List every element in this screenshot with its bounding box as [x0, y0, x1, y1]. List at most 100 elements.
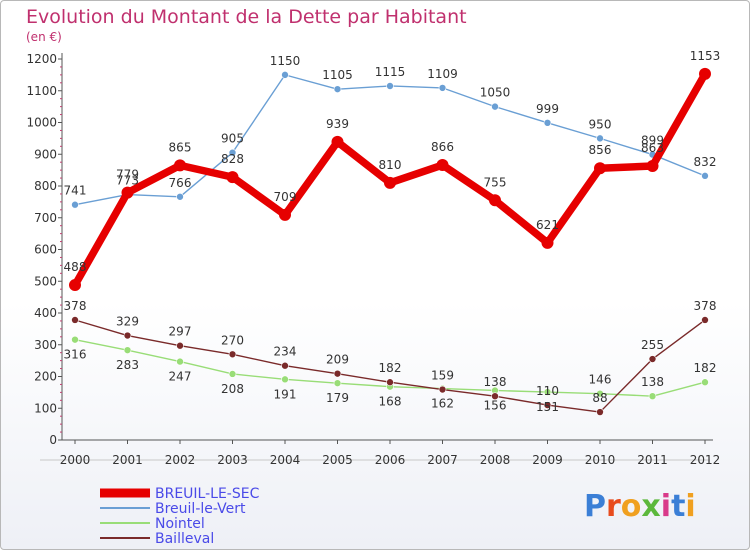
y-tick-label: 800	[34, 179, 57, 193]
data-label: 488	[64, 260, 87, 274]
data-label: 779	[116, 168, 139, 182]
data-label: 151	[536, 400, 559, 414]
x-tick-label: 2007	[427, 453, 458, 467]
x-tick-label: 2001	[112, 453, 143, 467]
data-label: 832	[694, 155, 717, 169]
data-point	[701, 378, 709, 387]
y-tick-label: 1200	[26, 52, 57, 66]
data-point	[436, 159, 449, 172]
data-label: 1105	[322, 68, 353, 82]
data-point	[281, 375, 289, 384]
y-tick-label: 400	[34, 306, 57, 320]
data-label: 156	[484, 398, 507, 412]
data-label: 856	[589, 143, 612, 157]
data-label: 865	[169, 140, 192, 154]
data-point	[596, 389, 604, 398]
legend-label: BREUIL-LE-SEC	[155, 486, 260, 502]
data-label: 270	[221, 333, 244, 347]
data-point	[279, 208, 291, 221]
data-label: 168	[379, 395, 402, 409]
data-label: 709	[274, 190, 297, 204]
axes: 0 100 200 300 400 500 600 700 800 900 1000 1100 1200…	[26, 52, 720, 467]
data-point	[701, 172, 709, 180]
data-point	[176, 341, 184, 350]
data-point	[228, 350, 237, 359]
data-point	[438, 385, 447, 394]
x-tick-label: 2006	[375, 453, 406, 467]
x-tick-label: 2011	[637, 453, 668, 467]
data-label: 863	[641, 141, 664, 155]
data-point	[176, 357, 184, 366]
data-point	[226, 171, 239, 184]
data-point	[71, 200, 79, 209]
data-point	[176, 192, 184, 201]
data-label: 138	[641, 375, 664, 389]
data-label: 828	[221, 152, 244, 166]
data-label: 182	[379, 361, 402, 375]
data-label: 621	[536, 218, 559, 232]
x-tick-label: 2000	[60, 453, 91, 467]
data-point	[281, 71, 289, 79]
data-point	[438, 84, 447, 92]
data-label: 329	[116, 315, 139, 329]
data-point	[648, 355, 657, 363]
data-point	[648, 392, 657, 400]
data-label: 755	[484, 175, 507, 189]
data-point	[333, 369, 342, 378]
data-label: 255	[641, 338, 664, 352]
data-point	[333, 379, 342, 387]
data-label: 905	[221, 132, 244, 146]
data-labels: 488 779 865 828 709 939 810 866 755 621 856 863 1153…	[64, 49, 721, 414]
data-label: 378	[694, 299, 717, 313]
data-point	[121, 186, 134, 199]
data-label: 1109	[427, 67, 458, 81]
data-point	[596, 408, 604, 416]
chart-subtitle: (en €)	[26, 30, 62, 44]
data-point	[543, 401, 552, 409]
data-label: 234	[274, 345, 297, 359]
data-point	[69, 279, 81, 292]
data-label: 810	[379, 158, 402, 172]
data-point	[646, 159, 659, 172]
data-label: 1150	[270, 54, 301, 68]
y-tick-label: 700	[34, 211, 57, 225]
data-label: 182	[694, 361, 717, 375]
data-label: 208	[221, 382, 244, 396]
data-label: 159	[431, 369, 454, 383]
x-tick-label: 2012	[690, 453, 721, 467]
x-tick-label: 2010	[585, 453, 616, 467]
data-point	[543, 119, 552, 127]
y-tick-label: 100	[34, 401, 57, 415]
legend-label: Breuil-le-Vert	[155, 501, 246, 517]
data-point	[71, 335, 79, 344]
series-layer	[69, 67, 711, 416]
data-label: 191	[274, 387, 297, 401]
data-point	[174, 159, 186, 172]
y-tick-label: 1100	[26, 84, 57, 98]
data-point	[384, 176, 396, 189]
data-label: 1050	[480, 86, 511, 100]
data-point	[491, 102, 499, 111]
x-tick-label: 2005	[322, 453, 353, 467]
data-label: 999	[536, 102, 559, 116]
data-label: 316	[64, 348, 87, 362]
x-tick-label: 2008	[480, 453, 511, 467]
data-label: 297	[169, 325, 192, 339]
legend-label: Nointel	[155, 516, 205, 532]
y-tick-label: 0	[49, 433, 57, 447]
data-label: 146	[589, 373, 612, 387]
data-point	[701, 316, 709, 324]
x-tick-label: 2004	[270, 453, 301, 467]
data-label: 866	[431, 140, 454, 154]
data-point	[596, 134, 604, 143]
data-label: 209	[326, 353, 349, 367]
data-point	[386, 378, 394, 387]
data-point	[333, 85, 342, 93]
data-point	[491, 392, 499, 400]
legend-label: Bailleval	[155, 531, 214, 547]
data-label: 1153	[690, 49, 721, 63]
data-label: 1115	[375, 65, 406, 79]
data-label: 179	[326, 391, 349, 405]
